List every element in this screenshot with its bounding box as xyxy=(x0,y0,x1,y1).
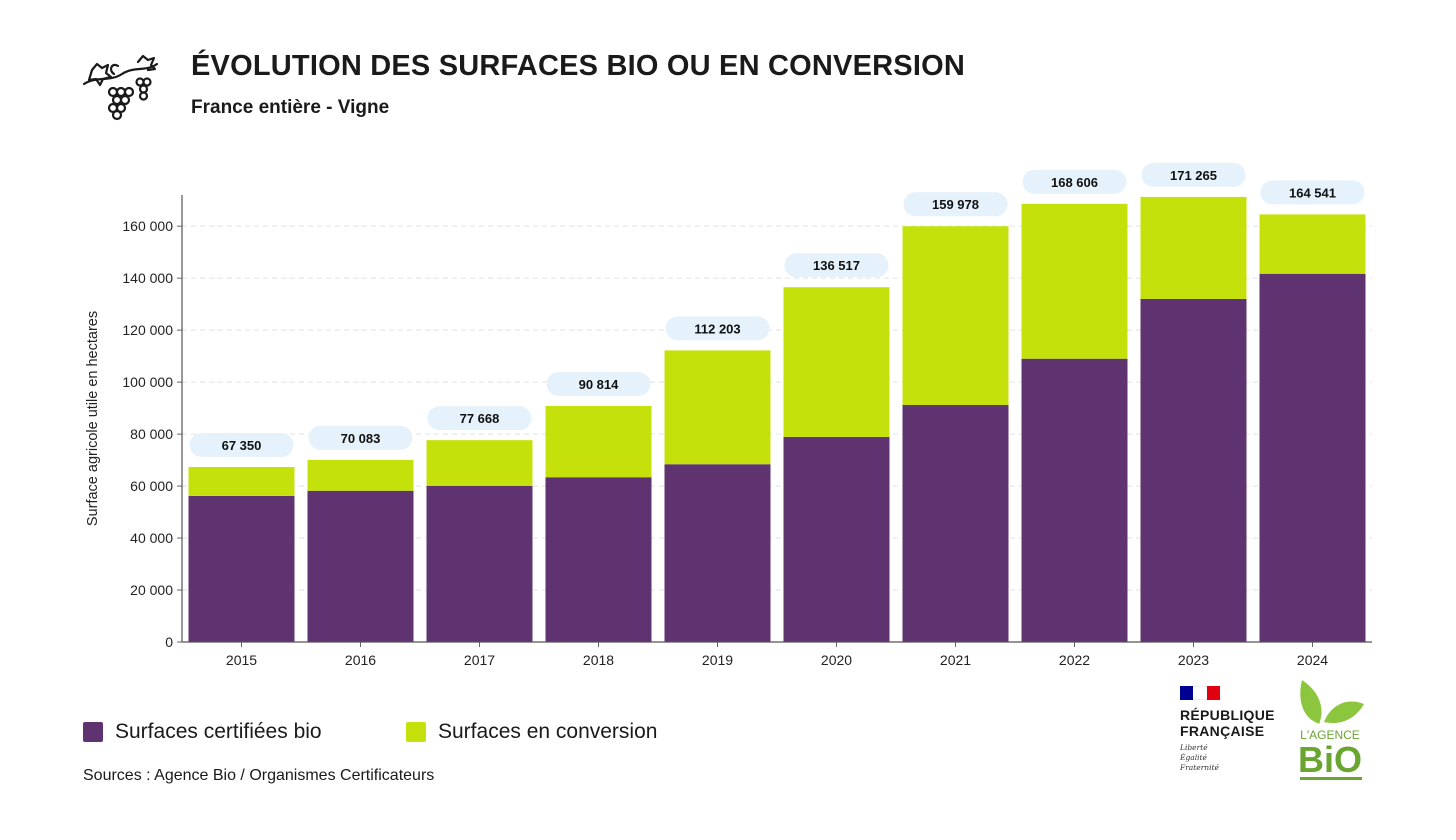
total-label-pill xyxy=(1022,169,1127,194)
x-tick-label: 2016 xyxy=(345,652,376,668)
legend-swatch-bio xyxy=(83,722,103,742)
rf-name-line2: FRANÇAISE xyxy=(1180,723,1265,739)
bar-bio-2021 xyxy=(902,404,1009,642)
bar-conversion-2020 xyxy=(783,287,890,437)
x-tick-label: 2020 xyxy=(821,652,852,668)
total-label-2022: 168 606 xyxy=(1051,175,1098,190)
total-label-2016: 70 083 xyxy=(341,431,381,446)
legend-label-bio: Surfaces certifiées bio xyxy=(115,720,322,743)
total-label-2023: 171 265 xyxy=(1170,168,1217,183)
bar-bio-2024 xyxy=(1259,273,1366,642)
legend-item-bio: Surfaces certifiées bio xyxy=(83,720,322,744)
total-label-pill xyxy=(1260,180,1365,205)
bar-conversion-2019 xyxy=(664,350,771,465)
bar-conversion-2024 xyxy=(1259,214,1366,274)
agence-bio-logo: L'AGENCE BiO xyxy=(1298,680,1364,780)
bar-bio-2019 xyxy=(664,464,771,642)
total-label-pill xyxy=(1141,162,1246,187)
bar-bio-2017 xyxy=(426,485,533,642)
total-label-pill xyxy=(903,192,1008,217)
bar-conversion-2022 xyxy=(1021,203,1128,359)
x-tick-label: 2018 xyxy=(583,652,614,668)
rf-name-line1: RÉPUBLIQUE xyxy=(1180,707,1275,723)
y-tick-label: 40 000 xyxy=(130,530,173,546)
x-tick-label: 2017 xyxy=(464,652,495,668)
chart-subtitle: France entière - Vigne xyxy=(191,97,390,118)
grape-vine-icon xyxy=(82,54,159,121)
total-label-pill xyxy=(784,253,889,278)
rf-motto-liberte: Liberté xyxy=(1180,743,1208,752)
legend-swatch-conversion xyxy=(406,722,426,742)
x-tick-label: 2015 xyxy=(226,652,257,668)
bar-bio-2020 xyxy=(783,436,890,642)
chart-title: ÉVOLUTION DES SURFACES BIO OU EN CONVERS… xyxy=(191,50,965,82)
y-tick-label: 80 000 xyxy=(130,426,173,442)
bar-bio-2016 xyxy=(307,490,414,642)
total-label-2018: 90 814 xyxy=(579,377,620,392)
bar-bio-2015 xyxy=(188,495,295,642)
x-tick-label: 2022 xyxy=(1059,652,1090,668)
total-label-2015: 67 350 xyxy=(222,438,262,453)
agence-bio-logo-top-text: L'AGENCE xyxy=(1300,728,1360,742)
stacked-bar-chart: 0 20 000 40 000 60 000 80 000 100 000 120 000 1… xyxy=(85,162,1372,668)
x-tick-label: 2021 xyxy=(940,652,971,668)
bar-bio-2023 xyxy=(1140,298,1247,642)
bar-bio-2022 xyxy=(1021,358,1128,642)
total-label-pill xyxy=(427,406,532,431)
bar-conversion-2023 xyxy=(1140,196,1247,299)
total-label-2024: 164 541 xyxy=(1289,185,1336,200)
total-label-2021: 159 978 xyxy=(932,197,979,212)
y-axis-label: Surface agricole utile en hectares xyxy=(85,311,101,526)
bar-bio-2018 xyxy=(545,477,652,642)
agence-bio-logo-main-text: BiO xyxy=(1298,739,1362,780)
y-tick-label: 140 000 xyxy=(122,270,173,286)
total-label-pill xyxy=(665,316,770,341)
sources-note: Sources : Agence Bio / Organismes Certif… xyxy=(83,767,435,784)
y-tick-label: 160 000 xyxy=(122,218,173,234)
total-label-pill xyxy=(308,425,413,450)
bar-conversion-2015 xyxy=(188,466,295,496)
total-label-pill xyxy=(546,371,651,396)
total-label-2020: 136 517 xyxy=(813,258,860,273)
bar-conversion-2021 xyxy=(902,226,1009,405)
bar-conversion-2018 xyxy=(545,405,652,478)
total-label-pill xyxy=(189,432,294,457)
y-tick-label: 0 xyxy=(165,634,173,650)
y-tick-label: 60 000 xyxy=(130,478,173,494)
legend-item-conversion: Surfaces en conversion xyxy=(406,720,657,744)
bar-conversion-2017 xyxy=(426,440,533,486)
rf-motto-egalite: Égalité xyxy=(1180,753,1207,762)
x-tick-label: 2019 xyxy=(702,652,733,668)
y-tick-label: 120 000 xyxy=(122,322,173,338)
rf-motto-fraternite: Fraternité xyxy=(1180,763,1219,772)
x-tick-label: 2023 xyxy=(1178,652,1209,668)
total-label-2017: 77 668 xyxy=(460,411,500,426)
y-tick-label: 100 000 xyxy=(122,374,173,390)
bar-conversion-2016 xyxy=(307,459,414,491)
total-label-2019: 112 203 xyxy=(694,321,740,336)
legend-label-conversion: Surfaces en conversion xyxy=(438,720,658,743)
x-tick-label: 2024 xyxy=(1297,652,1328,668)
french-flag-icon xyxy=(1180,686,1220,700)
y-tick-label: 20 000 xyxy=(130,582,173,598)
republique-francaise-logo: RÉPUBLIQUE FRANÇAISE Liberté Égalité Fra… xyxy=(1180,686,1290,773)
